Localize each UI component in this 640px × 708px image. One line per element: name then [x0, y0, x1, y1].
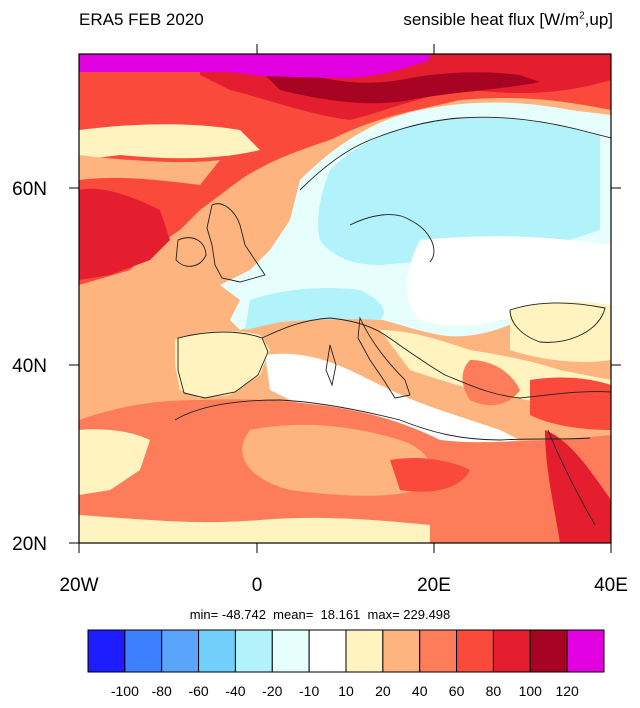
region-atlantic-west: [79, 188, 170, 280]
coast-baltic: [349, 214, 435, 263]
coast-ireland: [175, 237, 207, 267]
region-iberia: [175, 330, 270, 398]
region-max-flux: [79, 54, 430, 79]
colorbar-box: [345, 629, 384, 673]
colorbar-box: [419, 629, 458, 673]
colorbar-box: [456, 629, 494, 673]
lon-label-20w: 20W: [59, 575, 98, 596]
region-central-europe-cold: [245, 288, 384, 330]
colorbar-box: [87, 629, 126, 673]
colorbar-box: [492, 629, 531, 673]
region-north-atlantic-light: [79, 124, 260, 160]
colorbar-label: -20: [262, 683, 282, 699]
coastlines: [174, 116, 611, 526]
region-sahara-moderate: [242, 424, 431, 496]
coast-europe-mainland: [261, 317, 611, 399]
region-nordic-sea-peak: [250, 60, 540, 104]
colorbar-label: 100: [519, 683, 543, 699]
axis-labels: 20W 0 20E 40E 20N 40N 60N: [12, 179, 628, 596]
coast-iberia: [177, 331, 269, 399]
colorbar-box: [382, 629, 421, 673]
colorbar-box: [271, 629, 310, 673]
variable-title-suffix: ,up]: [584, 10, 613, 29]
region-eastern-med-warm: [530, 377, 611, 430]
lat-label-60n: 60N: [12, 179, 47, 200]
lon-label-0: 0: [252, 575, 263, 596]
region-nordic-sea-strong: [79, 54, 611, 285]
lat-label-20n: 20N: [12, 534, 47, 555]
coast-red-sea: [547, 429, 596, 526]
map-frame: [78, 53, 612, 544]
axis-ticks: [69, 44, 621, 553]
colorbar-label: 20: [375, 683, 391, 699]
coast-british-isles: [206, 203, 266, 283]
lon-label-20e: 20E: [417, 575, 451, 596]
colorbar-label: 10: [338, 683, 354, 699]
coast-italy: [357, 316, 411, 399]
colorbar: -100 -80 -60 -40 -20 -10 10 20 40 60 80 100 120: [87, 629, 605, 699]
region-red-sea-hot: [545, 430, 611, 543]
coast-scandinavia: [299, 116, 611, 191]
colorbar-box: [124, 629, 163, 673]
colorbar-label: -80: [152, 683, 172, 699]
region-aegean-warm: [462, 360, 520, 406]
coast-corsica-sardinia: [325, 344, 337, 387]
colorbar-label: 80: [486, 683, 502, 699]
colorbar-label: 60: [449, 683, 465, 699]
colorbar-label: -40: [225, 683, 245, 699]
colorbar-label: -100: [111, 683, 139, 699]
lat-label-40n: 40N: [12, 356, 47, 377]
colorbar-box: [198, 629, 236, 673]
colorbar-label: -60: [188, 683, 208, 699]
region-scandinavia-cold: [318, 117, 600, 266]
lon-label-40e: 40E: [594, 575, 628, 596]
colorbar-box: [161, 629, 200, 673]
region-north-atlantic-patch: [79, 155, 220, 185]
variable-title-exponent: 2: [579, 10, 585, 22]
stats-line: min= -48.742 mean= 18.161 max= 229.498: [189, 607, 451, 622]
colorbar-box: [566, 629, 605, 673]
flux-field: [79, 54, 611, 543]
region-atlantic-coast-warm: [79, 429, 150, 495]
coast-black-sea: [509, 302, 606, 343]
colorbar-label: -10: [299, 683, 319, 699]
map-title: ERA5 FEB 2020: [79, 10, 204, 29]
colorbar-box: [529, 629, 568, 673]
colorbar-label: 120: [555, 683, 579, 699]
region-southern-edge: [79, 515, 430, 543]
variable-title-prefix: sensible heat flux [W/m: [403, 10, 580, 29]
variable-title: sensible heat flux [W/m2,up]: [403, 10, 613, 30]
region-black-sea-warm: [510, 301, 611, 362]
colorbar-box: [308, 629, 347, 673]
colorbar-box: [234, 629, 273, 673]
coast-north-africa: [174, 399, 591, 441]
colorbar-label: 40: [412, 683, 428, 699]
region-libya-warm: [390, 458, 470, 492]
